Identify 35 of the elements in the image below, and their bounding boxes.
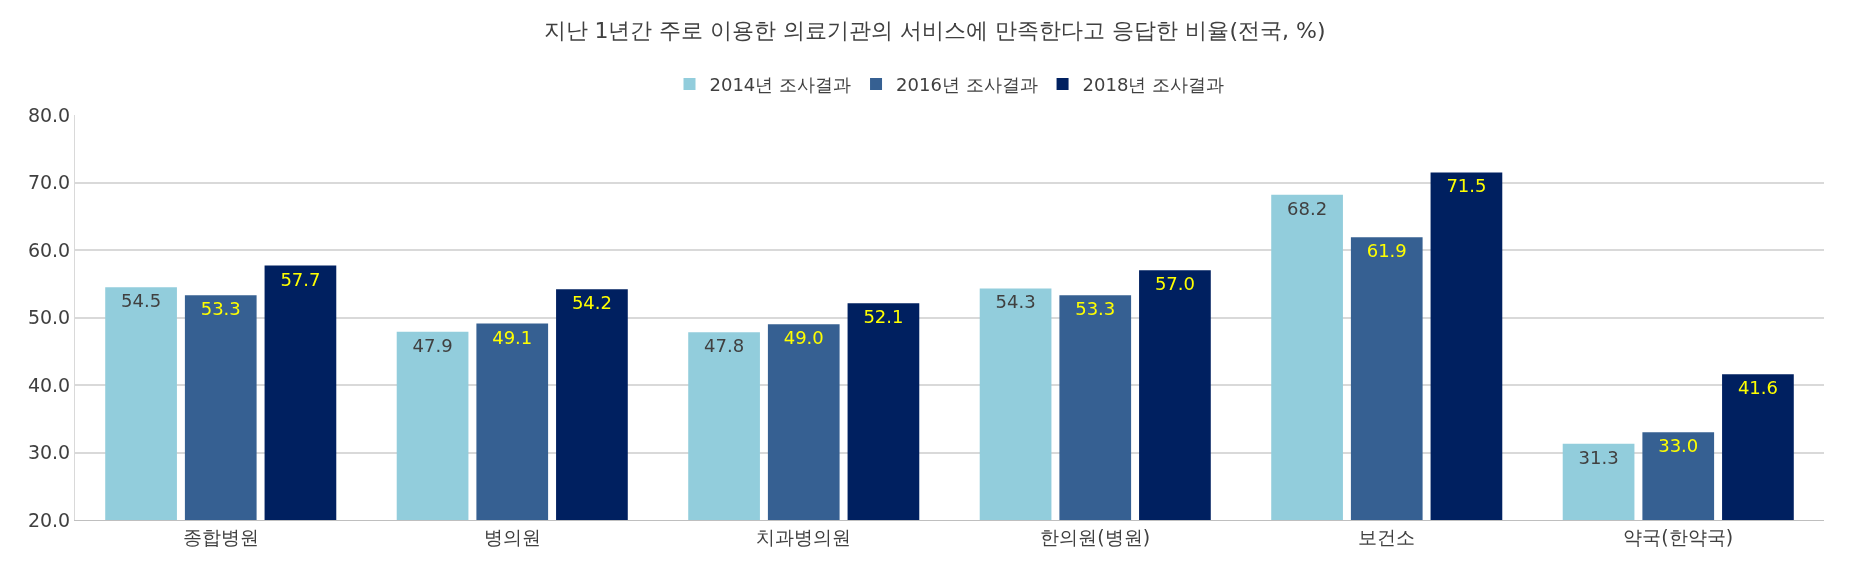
y-tick-label: 20.0 bbox=[27, 508, 71, 531]
data-label: 54.5 bbox=[121, 290, 162, 312]
legend-label: 2014년 조사결과 bbox=[709, 74, 852, 96]
data-label: 41.6 bbox=[1737, 377, 1778, 399]
y-tick-label: 80.0 bbox=[27, 103, 71, 126]
x-tick-label: 한의원(병원) bbox=[1040, 525, 1151, 548]
data-label: 49.0 bbox=[783, 327, 824, 349]
legend-label: 2018년 조사결과 bbox=[1082, 74, 1225, 96]
data-label: 61.9 bbox=[1366, 240, 1407, 262]
data-label: 57.7 bbox=[280, 268, 321, 290]
x-tick-label: 종합병원 bbox=[182, 525, 259, 548]
y-tick-label: 50.0 bbox=[27, 306, 71, 329]
data-label: 53.3 bbox=[200, 298, 241, 320]
data-label: 52.1 bbox=[863, 306, 904, 328]
data-label: 33.0 bbox=[1658, 435, 1699, 457]
y-tick-label: 70.0 bbox=[27, 171, 71, 194]
chart-title: 지난 1년간 주로 이용한 의료기관의 서비스에 만족한다고 응답한 비율(전국, %) bbox=[543, 18, 1326, 43]
data-label: 71.5 bbox=[1446, 175, 1487, 197]
data-label: 53.3 bbox=[1075, 298, 1116, 320]
data-label: 31.3 bbox=[1578, 446, 1619, 468]
data-label: 54.2 bbox=[571, 292, 612, 314]
data-label: 68.2 bbox=[1287, 197, 1328, 219]
data-label: 49.1 bbox=[492, 326, 533, 348]
y-tick-label: 40.0 bbox=[27, 373, 71, 396]
x-tick-label: 병의원 bbox=[483, 525, 541, 548]
y-tick-label: 30.0 bbox=[27, 441, 71, 464]
x-tick-label: 약국(한약국) bbox=[1623, 525, 1734, 548]
data-label: 57.0 bbox=[1154, 273, 1195, 295]
data-label: 54.3 bbox=[995, 291, 1036, 313]
data-label: 47.8 bbox=[704, 335, 745, 357]
data-label: 47.9 bbox=[412, 334, 453, 356]
x-tick-label: 보건소 bbox=[1358, 525, 1416, 548]
x-tick-label: 치과병의원 bbox=[756, 525, 852, 548]
legend-label: 2016년 조사결과 bbox=[896, 74, 1038, 96]
y-tick-label: 60.0 bbox=[27, 238, 71, 261]
